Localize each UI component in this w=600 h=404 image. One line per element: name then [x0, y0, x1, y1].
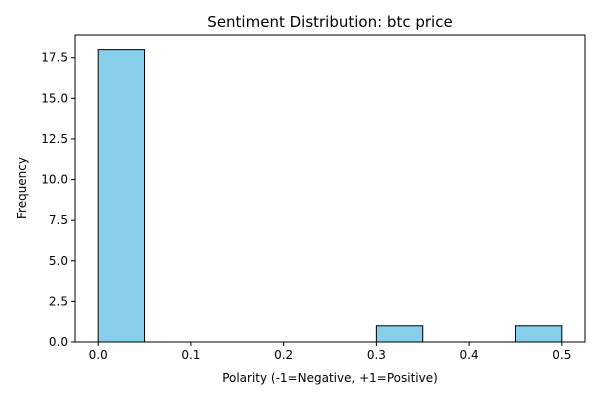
x-tick-label-4: 0.4 [460, 348, 479, 362]
x-tick-label-0: 0.0 [89, 348, 108, 362]
histogram-bar-9 [514, 325, 563, 343]
x-tick-label-1: 0.1 [181, 348, 200, 362]
histogram-bar-0 [97, 49, 146, 343]
bars-group [97, 49, 563, 343]
y-tick-label-6: 15.0 [41, 91, 68, 105]
x-axis-label: Polarity (-1=Negative, +1=Positive) [222, 371, 438, 385]
chart-title: Sentiment Distribution: btc price [207, 13, 452, 31]
y-axis-ticks: 0.0 2.5 5.0 7.5 10.0 12.5 15.0 17.5 [41, 51, 75, 349]
histogram-bar-6 [375, 325, 424, 343]
y-axis-label: Frequency [15, 157, 29, 219]
plot-frame [74, 34, 586, 343]
y-tick-label-5: 12.5 [41, 132, 68, 146]
y-tick-label-4: 10.0 [41, 173, 68, 187]
y-tick-label-3: 7.5 [49, 213, 68, 227]
x-tick-label-3: 0.3 [367, 348, 386, 362]
y-tick-label-1: 2.5 [49, 294, 68, 308]
x-tick-label-2: 0.2 [274, 348, 293, 362]
y-tick-label-2: 5.0 [49, 254, 68, 268]
x-tick-label-5: 0.5 [552, 348, 571, 362]
plot-area [75, 35, 585, 342]
x-axis-ticks: 0.0 0.1 0.2 0.3 0.4 0.5 [89, 342, 571, 362]
y-tick-label-0: 0.0 [49, 335, 68, 349]
y-tick-label-7: 17.5 [41, 51, 68, 65]
